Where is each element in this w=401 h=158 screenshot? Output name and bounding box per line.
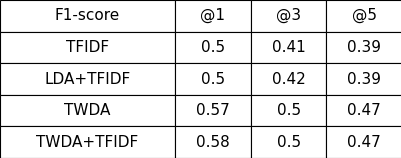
Text: TWDA: TWDA [64, 103, 111, 118]
Text: TWDA+TFIDF: TWDA+TFIDF [36, 135, 138, 150]
Text: 0.58: 0.58 [196, 135, 229, 150]
FancyBboxPatch shape [175, 95, 250, 126]
FancyBboxPatch shape [250, 95, 326, 126]
Text: 0.39: 0.39 [346, 40, 380, 55]
Text: 0.47: 0.47 [346, 103, 380, 118]
FancyBboxPatch shape [175, 0, 250, 32]
FancyBboxPatch shape [250, 0, 326, 32]
Text: 0.57: 0.57 [196, 103, 229, 118]
Text: 0.5: 0.5 [200, 40, 225, 55]
Text: 0.5: 0.5 [276, 103, 300, 118]
FancyBboxPatch shape [250, 126, 326, 158]
Text: 0.42: 0.42 [271, 72, 305, 86]
FancyBboxPatch shape [0, 126, 175, 158]
Text: LDA+TFIDF: LDA+TFIDF [45, 72, 130, 86]
FancyBboxPatch shape [0, 32, 175, 63]
FancyBboxPatch shape [326, 0, 401, 32]
FancyBboxPatch shape [326, 126, 401, 158]
Text: @3: @3 [275, 8, 300, 23]
FancyBboxPatch shape [326, 63, 401, 95]
FancyBboxPatch shape [175, 126, 250, 158]
FancyBboxPatch shape [175, 32, 250, 63]
Text: 0.39: 0.39 [346, 72, 380, 86]
FancyBboxPatch shape [0, 95, 175, 126]
FancyBboxPatch shape [250, 32, 326, 63]
Text: F1-score: F1-score [55, 8, 120, 23]
Text: TFIDF: TFIDF [66, 40, 109, 55]
Text: 0.5: 0.5 [276, 135, 300, 150]
FancyBboxPatch shape [0, 63, 175, 95]
FancyBboxPatch shape [250, 63, 326, 95]
FancyBboxPatch shape [326, 32, 401, 63]
Text: 0.47: 0.47 [346, 135, 380, 150]
FancyBboxPatch shape [175, 63, 250, 95]
Text: @5: @5 [351, 8, 376, 23]
Text: @1: @1 [200, 8, 225, 23]
FancyBboxPatch shape [0, 0, 175, 32]
Text: 0.5: 0.5 [200, 72, 225, 86]
Text: 0.41: 0.41 [271, 40, 305, 55]
FancyBboxPatch shape [326, 95, 401, 126]
